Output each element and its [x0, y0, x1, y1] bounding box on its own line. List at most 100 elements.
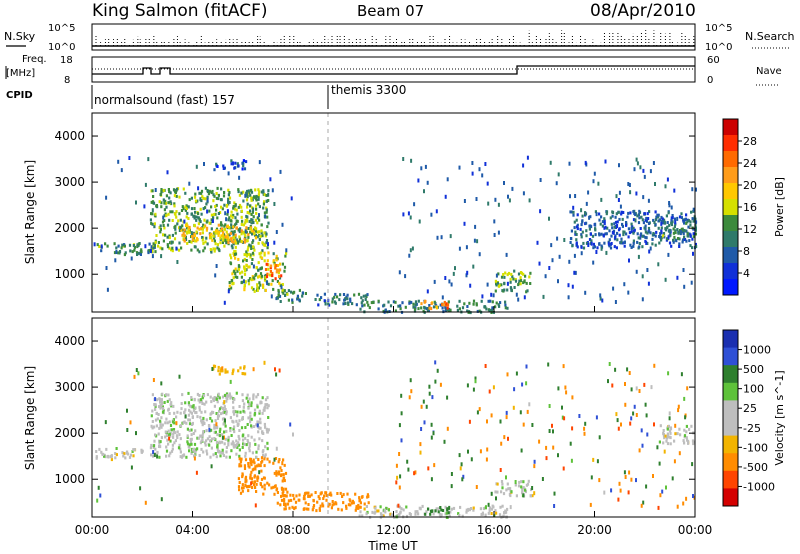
data-cell — [194, 199, 198, 203]
data-cell — [285, 251, 288, 255]
data-cell — [432, 512, 435, 516]
data-cell — [603, 219, 606, 223]
data-cell — [214, 231, 217, 235]
data-cell — [423, 305, 426, 309]
noise-cell — [521, 382, 524, 387]
data-cell — [510, 289, 513, 292]
noise-cell — [572, 205, 575, 210]
data-cell — [272, 287, 275, 291]
noise-cell — [568, 259, 571, 264]
y-tick-label: 3000 — [54, 175, 85, 189]
data-cell — [420, 302, 423, 306]
colorbar-band — [723, 453, 738, 472]
data-cell — [482, 507, 485, 511]
data-cell — [645, 216, 648, 220]
data-cell — [253, 461, 256, 465]
data-cell — [504, 303, 507, 307]
data-cell — [216, 433, 219, 437]
data-cell — [458, 307, 461, 311]
data-cell — [162, 198, 165, 202]
data-cell — [657, 213, 660, 217]
data-cell — [524, 488, 527, 492]
data-cell — [250, 221, 253, 225]
noise-cell — [642, 500, 645, 505]
data-cell — [153, 439, 156, 443]
data-cell — [95, 456, 98, 460]
data-cell — [115, 453, 118, 457]
data-cell — [198, 250, 201, 254]
data-cell — [216, 216, 219, 220]
noise-cell — [511, 186, 514, 191]
noise-cell — [574, 270, 577, 275]
data-cell — [683, 218, 687, 222]
data-cell — [110, 458, 113, 462]
noise-cell — [402, 212, 405, 217]
data-cell — [364, 298, 367, 301]
data-cell — [381, 514, 384, 518]
data-cell — [429, 306, 432, 310]
noise-cell — [569, 194, 571, 199]
noise-cell — [133, 374, 136, 379]
noise-cell — [397, 503, 400, 508]
data-cell — [250, 286, 254, 290]
noise-cell — [599, 296, 602, 301]
data-cell — [242, 199, 245, 203]
noise-cell — [423, 420, 426, 425]
noise-cell — [418, 219, 421, 224]
noise-cell — [656, 445, 659, 450]
data-cell — [353, 293, 356, 297]
data-cell — [218, 434, 221, 438]
data-cell — [525, 281, 528, 285]
data-cell — [208, 221, 211, 225]
data-cell — [512, 277, 515, 281]
data-cell — [291, 505, 294, 509]
data-cell — [169, 451, 172, 455]
data-cell — [469, 311, 472, 315]
data-cell — [225, 410, 228, 414]
data-cell — [230, 210, 233, 214]
noise-cell — [211, 367, 214, 371]
noise-cell — [497, 202, 500, 207]
noise-cell — [407, 467, 410, 472]
data-cell — [248, 442, 251, 446]
data-cell — [361, 495, 364, 499]
data-cell — [162, 189, 165, 193]
data-cell — [414, 512, 417, 516]
data-cell — [500, 490, 503, 494]
noise-cell — [139, 486, 142, 491]
data-cell — [274, 485, 277, 488]
data-cell — [182, 454, 185, 458]
data-cell — [417, 512, 420, 516]
data-cell — [361, 299, 364, 303]
data-cell — [221, 433, 224, 437]
data-cell — [230, 162, 233, 166]
data-cell — [188, 198, 191, 202]
data-cell — [257, 193, 260, 197]
data-cell — [96, 243, 99, 247]
noise-cell — [637, 254, 640, 259]
data-cell — [259, 401, 262, 405]
noise-cell — [175, 246, 178, 251]
colorbar-tick-label: 20 — [743, 179, 757, 192]
data-cell — [116, 251, 120, 255]
noise-cell — [608, 362, 611, 366]
noise-cell — [193, 456, 196, 461]
noise-cell — [531, 423, 534, 427]
data-cell — [663, 436, 666, 440]
noise-cell — [626, 367, 629, 372]
data-cell — [358, 496, 361, 500]
data-cell — [232, 240, 235, 244]
noise-cell — [226, 209, 229, 214]
data-cell — [220, 187, 223, 191]
noise-cell — [166, 170, 169, 175]
data-cell — [637, 213, 640, 217]
data-cell — [207, 424, 211, 427]
data-cell — [646, 231, 649, 235]
data-cell — [644, 218, 647, 222]
data-cell — [584, 212, 587, 216]
data-cell — [333, 300, 337, 304]
data-cell — [639, 227, 642, 230]
data-cell — [159, 398, 162, 401]
data-cell — [279, 268, 282, 272]
